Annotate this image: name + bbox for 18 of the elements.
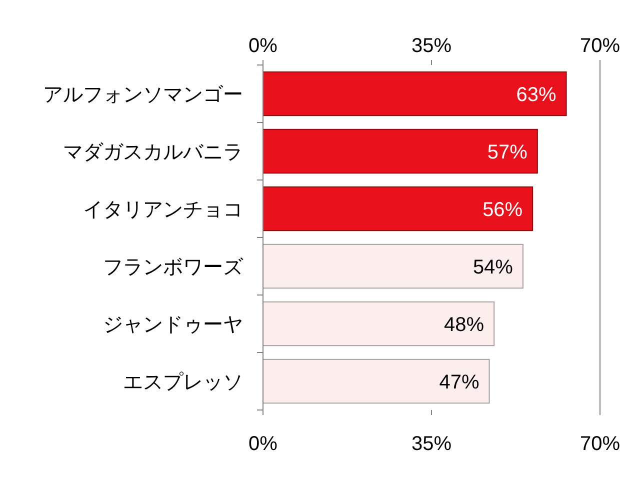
- data-label: 48%: [444, 314, 484, 336]
- x2-tick-label: 70%: [580, 433, 620, 455]
- x-tick-label: 35%: [411, 35, 452, 57]
- y-tick-label: エスプレッソ: [123, 371, 243, 394]
- y-tick-label: ジャンドゥーヤ: [103, 314, 243, 336]
- x2-tick-label: 0%: [248, 433, 278, 455]
- y-tick-label: マダガスカルバニラ: [63, 141, 243, 164]
- y-tick-label: アルフォンソマンゴー: [43, 84, 243, 106]
- x-tick-label: 0%: [248, 35, 278, 57]
- data-label: 63%: [516, 84, 557, 106]
- y-tick-label: イタリアンチョコ: [83, 198, 243, 221]
- x-tick-label: 70%: [580, 35, 620, 57]
- data-label: 54%: [472, 256, 514, 278]
- data-label: 47%: [439, 371, 480, 394]
- data-label: 56%: [482, 198, 523, 221]
- data-label: 57%: [487, 141, 528, 164]
- x2-tick-label: 35%: [411, 433, 452, 455]
- y-tick-label: フランボワーズ: [103, 256, 244, 278]
